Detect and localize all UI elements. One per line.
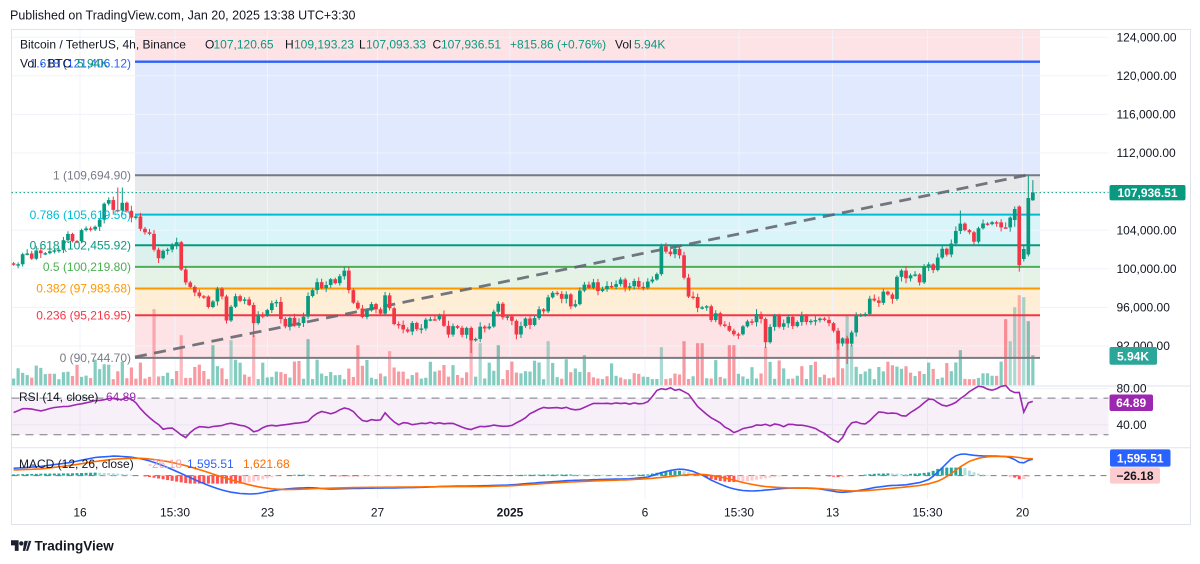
svg-text:0.618 (102,455.92): 0.618 (102,455.92) (30, 238, 131, 252)
svg-text:23: 23 (261, 506, 275, 520)
svg-text:+815.86 (+0.76%): +815.86 (+0.76%) (510, 38, 606, 52)
svg-text:20: 20 (1016, 506, 1030, 520)
svg-text:Vol · BTC: Vol · BTC (20, 57, 72, 71)
svg-text:Published on TradingView.com,: Published on TradingView.com, Jan 20, 20… (10, 9, 356, 23)
svg-text:120,000.00: 120,000.00 (1117, 69, 1177, 83)
svg-text:1 (109,694.90): 1 (109,694.90) (53, 168, 131, 182)
svg-text:1,595.51: 1,595.51 (1117, 451, 1164, 465)
svg-text:107,936.51: 107,936.51 (1117, 186, 1177, 200)
svg-text:112,000.00: 112,000.00 (1117, 146, 1176, 160)
svg-text:0.236 (95,216.95): 0.236 (95,216.95) (36, 308, 131, 322)
svg-text:5.94K: 5.94K (77, 57, 108, 71)
svg-text:15:30: 15:30 (160, 506, 190, 520)
svg-text:116,000.00: 116,000.00 (1117, 108, 1176, 122)
svg-text:27: 27 (371, 506, 385, 520)
svg-text:15:30: 15:30 (724, 506, 754, 520)
svg-text:109,193.23: 109,193.23 (294, 38, 354, 52)
svg-text:−26.18: −26.18 (1116, 469, 1153, 483)
svg-text:1,621.68: 1,621.68 (243, 457, 290, 471)
svg-text:107,936.51: 107,936.51 (441, 38, 501, 52)
svg-text:0 (90,744.70): 0 (90,744.70) (60, 351, 131, 365)
svg-text:0.786 (105,619.56): 0.786 (105,619.56) (30, 208, 131, 222)
svg-text:13: 13 (826, 506, 840, 520)
svg-text:Bitcoin / TetherUS, 4h, Binanc: Bitcoin / TetherUS, 4h, Binance (20, 38, 186, 52)
svg-text:H: H (285, 38, 294, 52)
svg-text:C: C (433, 38, 442, 52)
svg-text:2025: 2025 (497, 506, 524, 520)
svg-text:0.382 (97,983.68): 0.382 (97,983.68) (36, 282, 131, 296)
svg-text:104,000.00: 104,000.00 (1117, 223, 1177, 237)
svg-text:O: O (205, 38, 214, 52)
svg-text:107,093.33: 107,093.33 (366, 38, 426, 52)
svg-text:124,000.00: 124,000.00 (1117, 30, 1177, 44)
svg-text:15:30: 15:30 (912, 506, 942, 520)
svg-text:64.89: 64.89 (106, 390, 136, 404)
svg-text:1,595.51: 1,595.51 (187, 457, 234, 471)
svg-text:L: L (359, 38, 366, 52)
svg-text:Vol: Vol (615, 38, 632, 52)
svg-text:1.618 (121,406.12): 1.618 (121,406.12) (30, 57, 131, 71)
svg-text:64.89: 64.89 (1116, 396, 1146, 410)
svg-text:5.94K: 5.94K (634, 38, 665, 52)
svg-text:96,000.00: 96,000.00 (1117, 301, 1171, 315)
svg-text:MACD (12, 26, close): MACD (12, 26, close) (19, 457, 134, 471)
svg-text:6: 6 (642, 506, 649, 520)
svg-text:TradingView: TradingView (35, 539, 115, 554)
svg-text:RSI (14, close): RSI (14, close) (19, 390, 98, 404)
svg-text:16: 16 (73, 506, 87, 520)
svg-text:0.5 (100,219.80): 0.5 (100,219.80) (43, 260, 131, 274)
svg-text:40.00: 40.00 (1117, 418, 1147, 432)
svg-text:107,120.65: 107,120.65 (214, 38, 274, 52)
svg-text:-26.18: -26.18 (148, 457, 182, 471)
svg-text:80.00: 80.00 (1117, 382, 1147, 396)
svg-text:100,000.00: 100,000.00 (1117, 262, 1177, 276)
svg-text:5.94K: 5.94K (1117, 349, 1149, 363)
